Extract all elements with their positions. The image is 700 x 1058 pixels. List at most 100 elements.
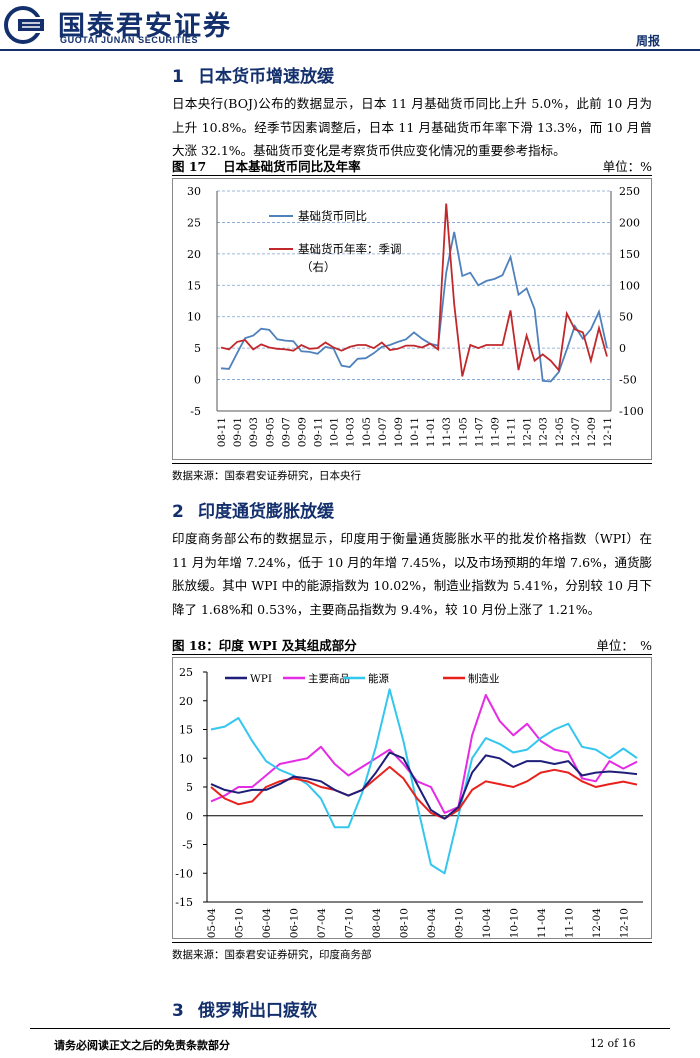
x-tick-label: 07-10	[343, 908, 355, 938]
legend-label: WPI	[250, 673, 272, 685]
section-title: 俄罗斯出口疲软	[198, 1001, 317, 1021]
y-left-tick-label: 15	[187, 279, 201, 292]
figure-unit: 单位： %	[596, 638, 652, 653]
y-tick-label: -15	[175, 896, 193, 909]
y-tick-label: 20	[179, 695, 193, 708]
x-tick-label: 12-10	[618, 908, 630, 938]
x-tick-label: 07-04	[316, 908, 328, 938]
section-number: 3	[172, 1001, 184, 1021]
section-2-paragraph: 印度商务部公布的数据显示，印度用于衡量通货膨胀水平的批发价格指数（WPI）在 1…	[172, 531, 652, 617]
company-name-en: GUOTAI JUNAN SECURITIES	[60, 35, 199, 45]
y-right-tick-label: -100	[619, 405, 644, 418]
y-tick-label: 15	[179, 724, 193, 737]
section-number: 2	[172, 502, 184, 522]
x-tick-label: 09-11	[313, 417, 325, 447]
x-tick-label: 12-09	[586, 417, 598, 447]
series-line-manufacturing	[210, 765, 638, 820]
x-tick-label: 05-10	[233, 908, 245, 938]
x-tick-label: 12-11	[602, 417, 614, 447]
x-tick-label: 11-09	[489, 417, 501, 447]
y-right-tick-label: -50	[619, 374, 637, 387]
report-type-label: 周报	[635, 34, 660, 48]
x-tick-label: 11-01	[425, 417, 437, 447]
section-1-paragraph: 日本央行(BOJ)公布的数据显示，日本 11 月基础货币同比上升 5.0%，此前…	[172, 96, 652, 158]
india-wpi-chart: -15 -10 -5 0 5 10 15 20 25 05-04 05-10 06-04 06-10 07…	[175, 666, 643, 938]
legend-label: 基础货币年率：季调	[298, 242, 402, 256]
series-line-fuel-power	[210, 688, 638, 875]
footer-divider	[30, 1028, 670, 1029]
x-tick-label: 06-04	[261, 908, 273, 938]
section-heading-3: 3 俄罗斯出口疲软	[172, 996, 317, 1021]
y-left-tick-label: 10	[187, 311, 201, 324]
figure-unit: 单位：%	[602, 159, 652, 174]
series-line-primary-articles	[210, 694, 638, 814]
x-tick-label: 10-11	[409, 417, 421, 447]
figure-17-chart-frame: -5 0 5 10 15 20 25 30 -100 -50 0 50 100 150 200 250 08-1…	[172, 178, 652, 460]
legend-label: 主要商品	[308, 672, 350, 685]
y-left-tick-label: 5	[194, 342, 201, 355]
x-tick-label: 09-04	[426, 908, 438, 938]
x-tick-label: 09-05	[264, 417, 276, 447]
x-tick-label: 11-05	[457, 417, 469, 447]
japan-base-money-chart: -5051015202530-100-5005010015020025008-1…	[187, 185, 644, 447]
x-tick-label: 09-09	[296, 417, 308, 447]
y-left-tick-label: 25	[187, 216, 201, 229]
section-number: 1	[172, 67, 184, 87]
x-tick-label: 08-10	[398, 908, 410, 938]
x-tick-label: 12-01	[522, 417, 534, 447]
y-tick-label: 0	[186, 810, 193, 823]
x-tick-label: 11-07	[473, 417, 485, 447]
x-tick-label: 10-09	[393, 417, 405, 447]
x-tick-label: 11-11	[506, 417, 518, 447]
y-right-tick-label: 250	[619, 185, 640, 198]
section-heading-1: 1 日本货币增速放缓	[172, 62, 334, 87]
company-logo-icon	[4, 6, 44, 44]
header-divider	[0, 49, 700, 51]
x-tick-label: 08-11	[216, 417, 228, 447]
x-tick-label: 11-04	[536, 908, 548, 938]
x-tick-label: 12-03	[538, 417, 550, 447]
y-tick-label: -5	[182, 839, 193, 852]
section-title: 印度通货膨胀放缓	[198, 502, 334, 522]
y-left-tick-label: 20	[187, 248, 201, 261]
y-right-tick-label: 100	[619, 279, 640, 292]
x-tick-label: 08-04	[371, 908, 383, 938]
x-tick-label: 12-04	[591, 908, 603, 938]
y-right-tick-label: 150	[619, 248, 640, 261]
footer-disclaimer[interactable]: 请务必阅读正文之后的免责条款部分	[54, 1039, 230, 1052]
x-tick-label: 12-07	[570, 417, 582, 447]
x-tick-label: 05-04	[206, 908, 218, 938]
x-tick-label: 06-10	[288, 908, 300, 938]
figure-17-top-rule	[172, 175, 652, 176]
section-heading-2: 2 印度通货膨胀放缓	[172, 497, 334, 522]
y-tick-label: 5	[186, 781, 193, 794]
x-tick-label: 11-10	[563, 908, 575, 938]
x-tick-label: 09-10	[453, 908, 465, 938]
figure-title-text: 图 17 日本基础货币同比及年率	[172, 159, 361, 174]
legend-label: 制造业	[468, 672, 500, 685]
y-left-tick-label: -5	[190, 405, 201, 418]
x-tick-label: 10-10	[508, 908, 520, 938]
figure-18-top-rule	[172, 654, 652, 655]
page-header: 国泰君安证券 GUOTAI JUNAN SECURITIES 周报	[0, 0, 700, 51]
legend-label-continued: （右）	[301, 260, 336, 274]
y-tick-label: -10	[175, 867, 193, 880]
series-line-wpi	[210, 751, 638, 820]
figure-18-source: 数据来源：国泰君安证券研究，印度商务部	[172, 949, 372, 961]
x-tick-label: 10-04	[481, 908, 493, 938]
x-tick-label: 11-03	[441, 417, 453, 447]
y-tick-label: 10	[179, 752, 193, 765]
y-tick-label: 25	[179, 666, 193, 679]
figure-18-chart-frame: -15 -10 -5 0 5 10 15 20 25 05-04 05-10 06-04 06-10 07…	[172, 657, 652, 939]
section-title: 日本货币增速放缓	[198, 67, 334, 87]
x-tick-label: 10-01	[329, 417, 341, 447]
company-name-cn: 国泰君安证券	[58, 11, 232, 42]
page-number: 12 of 16	[590, 1037, 636, 1050]
figure-18-title: 图 18：印度 WPI 及其组成部分 单位： %	[172, 635, 652, 654]
figure-17-bottom-rule	[172, 463, 652, 464]
y-left-tick-label: 30	[187, 185, 201, 198]
series-line-base-money-yoy	[220, 231, 608, 383]
legend-label: 基础货币同比	[298, 209, 367, 223]
x-tick-label: 10-03	[345, 417, 357, 447]
x-tick-label: 09-07	[280, 417, 292, 447]
